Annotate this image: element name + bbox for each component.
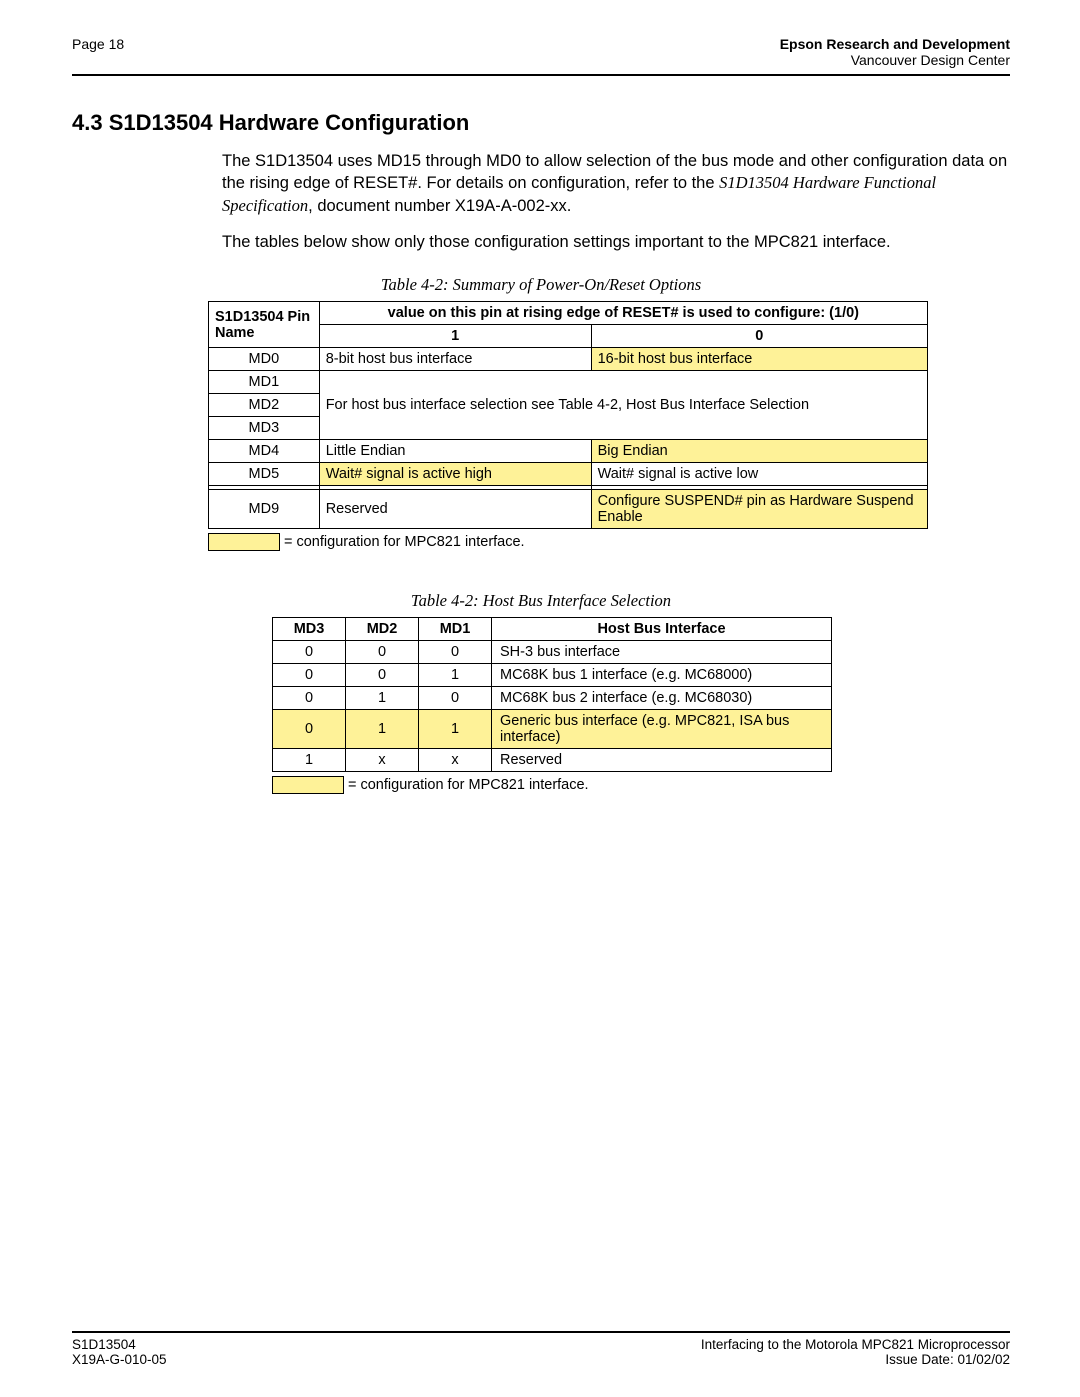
t1-val1: Reserved — [319, 490, 591, 529]
table2-legend: = configuration for MPC821 interface. — [272, 776, 1010, 794]
t2-cell: x — [419, 749, 492, 772]
t2-cell: 0 — [273, 710, 346, 749]
t2-h2: MD1 — [419, 618, 492, 641]
para1-part-b: , document number X19A-A-002-xx. — [308, 197, 571, 215]
t2-cell: x — [346, 749, 419, 772]
t1-pin: MD0 — [209, 348, 320, 371]
t1-header-value: value on this pin at rising edge of RESE… — [319, 302, 927, 325]
legend-swatch-icon — [272, 776, 344, 794]
table-host-bus-interface: MD3 MD2 MD1 Host Bus Interface 0 0 0 SH-… — [272, 617, 832, 772]
section-heading: 4.3 S1D13504 Hardware Configuration — [72, 110, 1010, 136]
header-page-number: Page 18 — [72, 36, 124, 52]
t2-h0: MD3 — [273, 618, 346, 641]
header-dept: Vancouver Design Center — [851, 52, 1010, 68]
t1-pin: MD4 — [209, 440, 320, 463]
paragraph-2: The tables below show only those configu… — [72, 231, 1010, 253]
t1-pin: MD2 — [209, 394, 320, 417]
t2-desc: MC68K bus 1 interface (e.g. MC68000) — [492, 664, 832, 687]
t1-val0: Big Endian — [591, 440, 927, 463]
t2-cell: 0 — [273, 687, 346, 710]
t2-cell: 0 — [419, 687, 492, 710]
table-row: 0 1 0 MC68K bus 2 interface (e.g. MC6803… — [273, 687, 832, 710]
t2-cell: 1 — [419, 710, 492, 749]
t2-cell: 1 — [419, 664, 492, 687]
footer-left: S1D13504 X19A-G-010-05 — [72, 1337, 167, 1367]
table2-caption: Table 4-2: Host Bus Interface Selection — [72, 591, 1010, 611]
table-row: 1 x x Reserved — [273, 749, 832, 772]
table1-legend: = configuration for MPC821 interface. — [208, 533, 1010, 551]
t2-desc: SH-3 bus interface — [492, 641, 832, 664]
table1-caption: Table 4-2: Summary of Power-On/Reset Opt… — [72, 275, 1010, 295]
footer-date: Issue Date: 01/02/02 — [885, 1352, 1010, 1367]
legend-text: = configuration for MPC821 interface. — [284, 534, 525, 550]
legend-swatch-icon — [208, 533, 280, 551]
t1-pin: MD1 — [209, 371, 320, 394]
t2-cell: 1 — [346, 710, 419, 749]
page-footer: S1D13504 X19A-G-010-05 Interfacing to th… — [72, 1331, 1010, 1367]
t2-cell: 0 — [346, 641, 419, 664]
table-row: 0 1 1 Generic bus interface (e.g. MPC821… — [273, 710, 832, 749]
t2-cell: 1 — [346, 687, 419, 710]
table-power-on-reset: S1D13504 Pin Name value on this pin at r… — [208, 301, 928, 529]
t2-desc: Generic bus interface (e.g. MPC821, ISA … — [492, 710, 832, 749]
legend-text: = configuration for MPC821 interface. — [348, 777, 589, 793]
t1-val1: Wait# signal is active high — [319, 463, 591, 486]
t1-val1: Little Endian — [319, 440, 591, 463]
footer-docnum: X19A-G-010-05 — [72, 1352, 167, 1367]
t1-span-note: For host bus interface selection see Tab… — [319, 371, 927, 440]
t2-cell: 0 — [419, 641, 492, 664]
t2-desc: Reserved — [492, 749, 832, 772]
t2-h1: MD2 — [346, 618, 419, 641]
paragraph-1: The S1D13504 uses MD15 through MD0 to al… — [72, 150, 1010, 217]
footer-right: Interfacing to the Motorola MPC821 Micro… — [701, 1337, 1010, 1367]
t1-header-0: 0 — [591, 325, 927, 348]
t1-pin: MD5 — [209, 463, 320, 486]
table-row: 0 0 1 MC68K bus 1 interface (e.g. MC6800… — [273, 664, 832, 687]
t2-cell: 0 — [273, 664, 346, 687]
t2-desc: MC68K bus 2 interface (e.g. MC68030) — [492, 687, 832, 710]
t2-cell: 0 — [273, 641, 346, 664]
t1-val0: Wait# signal is active low — [591, 463, 927, 486]
header-org-name: Epson Research and Development — [780, 36, 1010, 52]
t1-val1: 8-bit host bus interface — [319, 348, 591, 371]
footer-product: S1D13504 — [72, 1337, 136, 1352]
t1-header-pin: S1D13504 Pin Name — [209, 302, 320, 348]
page-header: Page 18 Epson Research and Development V… — [72, 36, 1010, 76]
t1-pin: MD9 — [209, 490, 320, 529]
t2-cell: 0 — [346, 664, 419, 687]
t1-val0: Configure SUSPEND# pin as Hardware Suspe… — [591, 490, 927, 529]
t1-header-1: 1 — [319, 325, 591, 348]
t2-cell: 1 — [273, 749, 346, 772]
t1-val0: 16-bit host bus interface — [591, 348, 927, 371]
t1-pin: MD3 — [209, 417, 320, 440]
header-org: Epson Research and Development Vancouver… — [780, 36, 1010, 68]
table-row: 0 0 0 SH-3 bus interface — [273, 641, 832, 664]
footer-title: Interfacing to the Motorola MPC821 Micro… — [701, 1337, 1010, 1352]
t2-h3: Host Bus Interface — [492, 618, 832, 641]
page: Page 18 Epson Research and Development V… — [0, 0, 1080, 1397]
